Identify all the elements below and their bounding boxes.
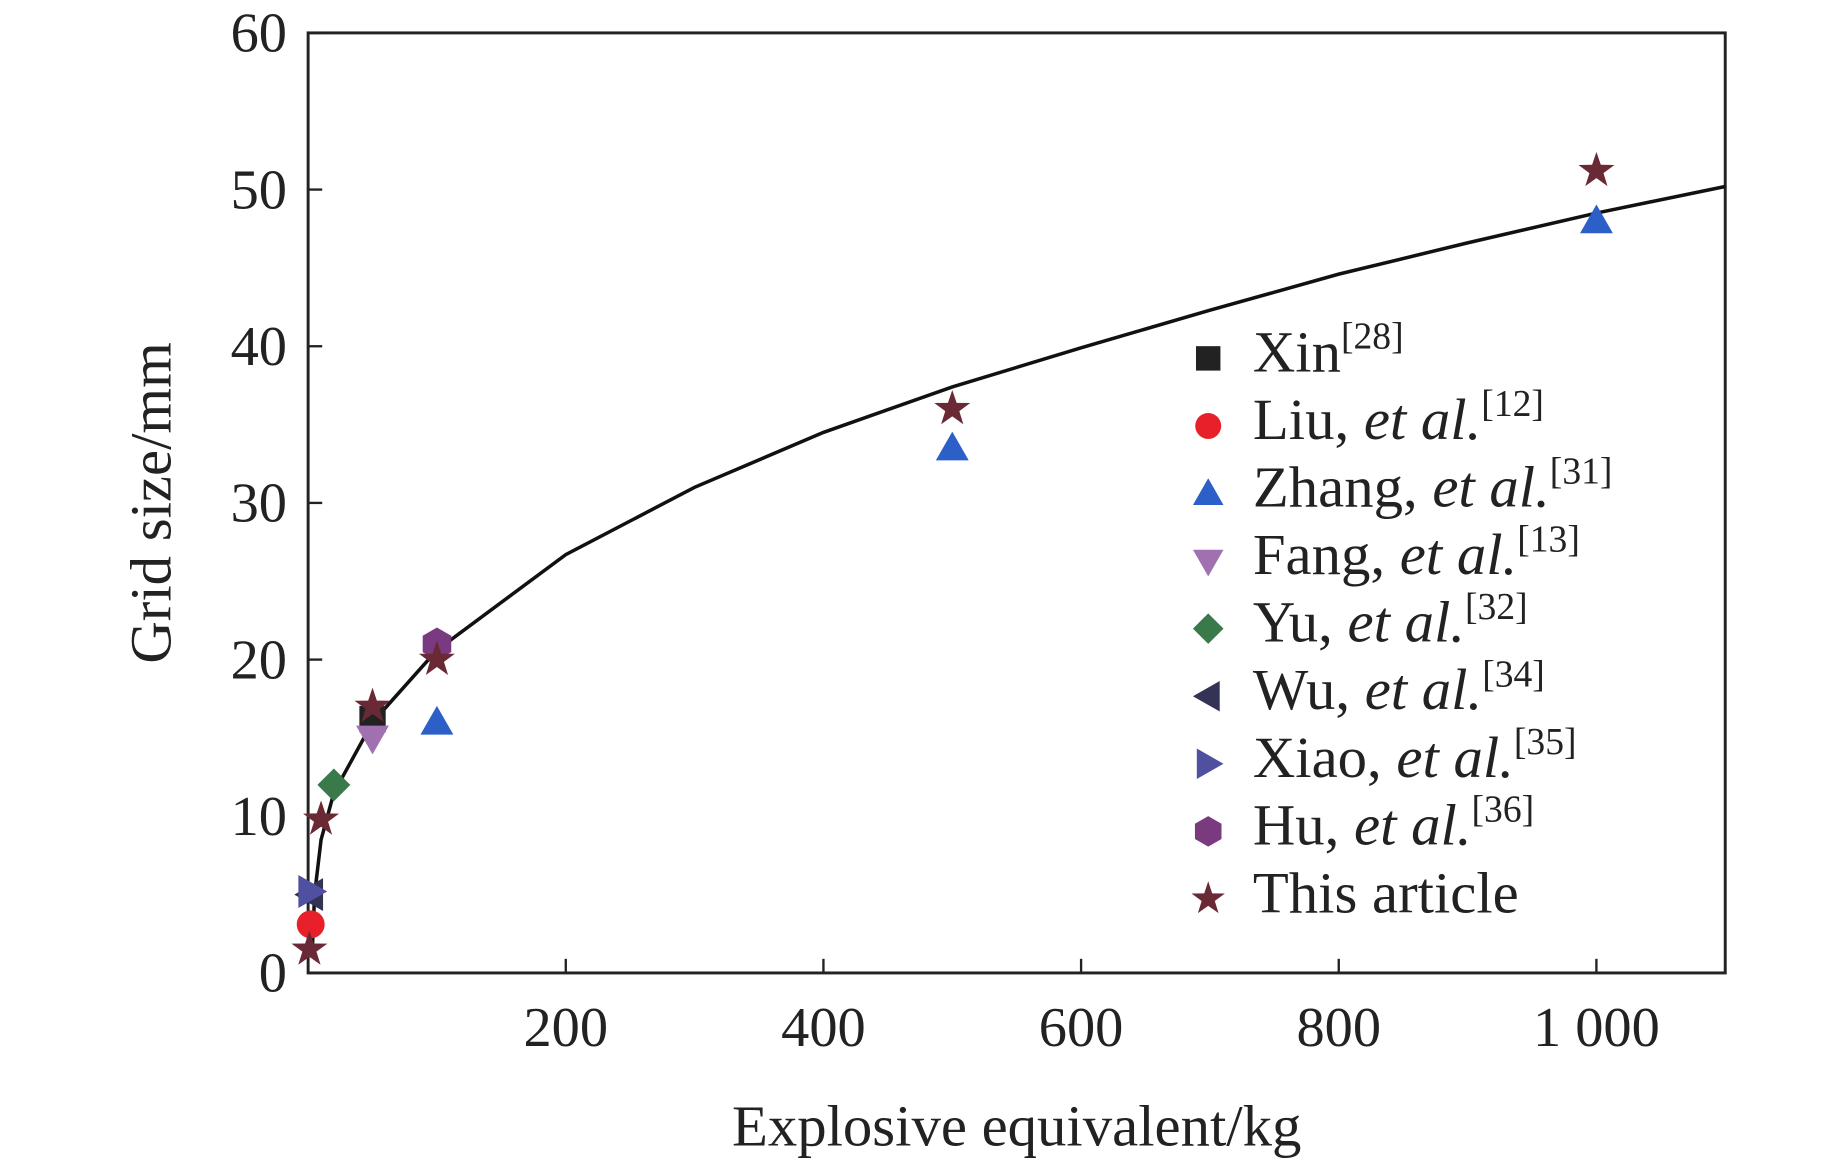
point	[303, 800, 340, 835]
legend-label: Hu, et al.[36]	[1253, 788, 1534, 858]
legend-label: This article	[1253, 860, 1519, 925]
point	[934, 389, 971, 425]
y-tick-label: 60	[231, 3, 287, 65]
legend-marker	[1191, 881, 1225, 914]
y-tick-label: 30	[231, 473, 287, 535]
x-tick-label: 200	[523, 997, 608, 1059]
x-tick-label: 400	[781, 997, 866, 1059]
legend-marker	[1194, 816, 1222, 847]
point	[317, 768, 351, 802]
legend-label: Zhang, et al.[31]	[1253, 450, 1613, 520]
legend-marker	[1192, 478, 1224, 506]
legend-label: Liu, et al.[12]	[1253, 383, 1544, 453]
point	[420, 705, 454, 735]
legend-marker	[1192, 680, 1220, 712]
x-tick-label: 800	[1296, 997, 1381, 1059]
legend-label: Yu, et al.[32]	[1253, 585, 1528, 655]
legend-marker	[1196, 748, 1224, 780]
legend-marker	[1195, 412, 1222, 439]
point	[356, 725, 389, 755]
point	[935, 431, 969, 461]
point	[1578, 151, 1615, 187]
point	[354, 687, 391, 722]
point	[418, 640, 455, 675]
legend-marker	[1192, 549, 1224, 577]
point	[298, 875, 328, 908]
x-axis-label: Explosive equivalent/kg	[732, 1094, 1301, 1159]
legend-label: Wu, et al.[34]	[1253, 653, 1545, 723]
point	[296, 910, 325, 939]
legend-marker	[1192, 613, 1224, 644]
y-tick-label: 40	[231, 316, 287, 378]
y-tick-label: 10	[231, 786, 287, 848]
y-tick-label: 20	[231, 629, 287, 691]
y-tick-label: 50	[231, 159, 287, 221]
x-tick-label: 600	[1039, 997, 1124, 1059]
legend-marker	[1195, 346, 1221, 371]
legend-label: Xin[28]	[1253, 315, 1404, 385]
legend-label: Fang, et al.[13]	[1253, 518, 1580, 588]
point	[1579, 204, 1613, 234]
point	[291, 930, 328, 965]
x-tick-label: 1 000	[1533, 997, 1660, 1059]
legend-label: Xiao, et al.[35]	[1253, 721, 1577, 791]
y-tick-label: 0	[259, 943, 287, 1005]
y-axis-label: Grid size/mm	[119, 342, 184, 663]
